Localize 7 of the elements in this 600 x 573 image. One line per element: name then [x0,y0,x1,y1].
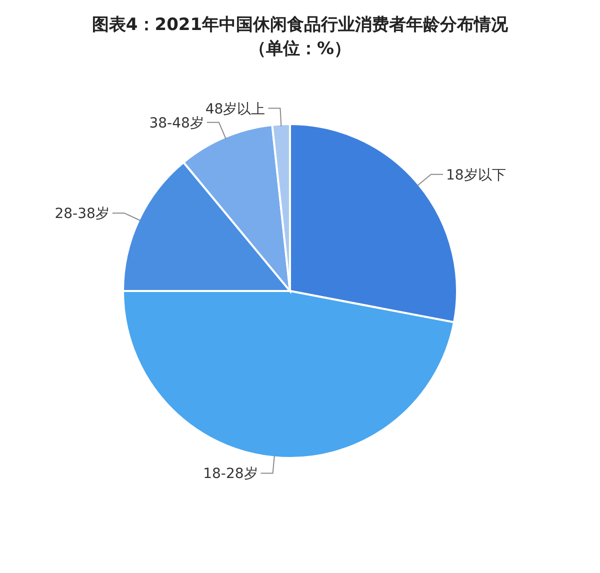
slice-label: 38-48岁 [149,115,204,132]
slice-label: 48岁以上 [205,101,266,118]
slice-label: 18岁以下 [446,167,506,184]
chart-subtitle: （单位：%） [248,39,352,59]
slice-label: 18-28岁 [203,466,258,482]
slice-label: 28-38岁 [54,206,110,222]
chart-title: 图表4：2021年中国休闲食品行业消费者年龄分布情况 [92,15,510,35]
